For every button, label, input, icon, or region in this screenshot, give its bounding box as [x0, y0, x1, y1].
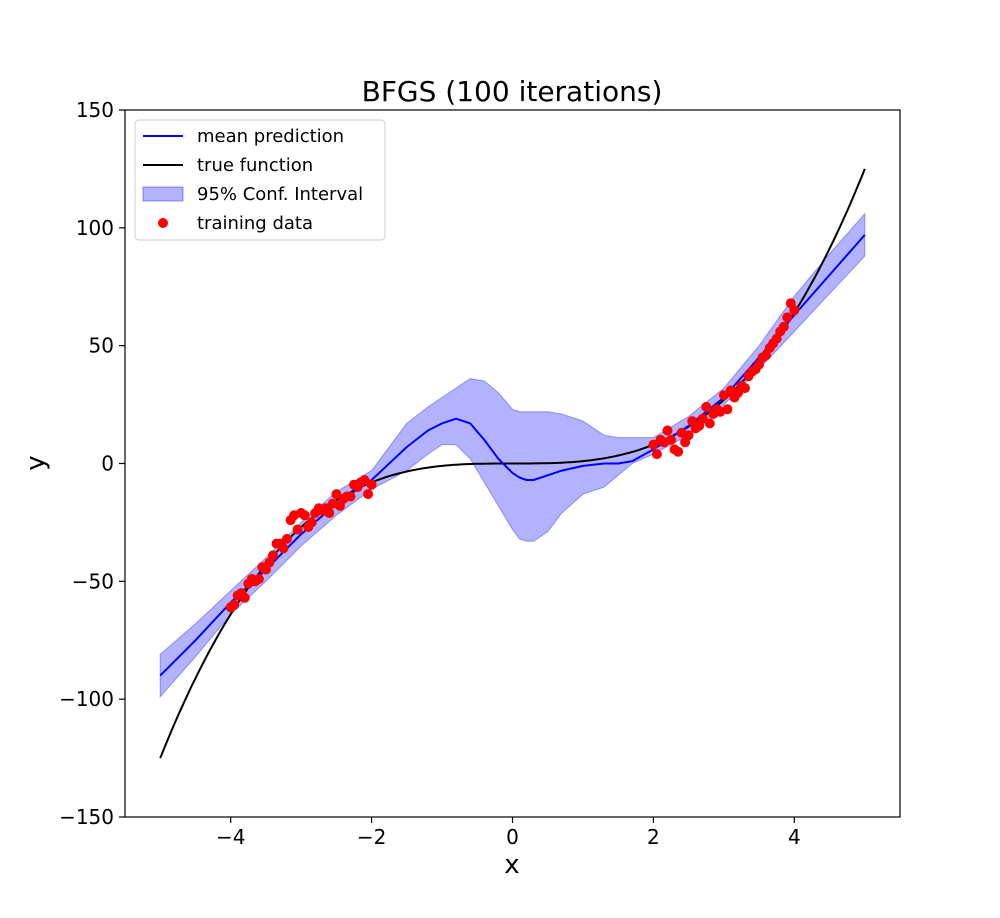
- training-data-point: [292, 524, 303, 535]
- legend-swatch-patch: [142, 186, 184, 202]
- y-axis-label: y: [21, 455, 51, 470]
- training-data-point: [683, 430, 694, 441]
- training-data-point: [306, 517, 317, 528]
- y-tick-label: −50: [72, 569, 114, 593]
- training-data-point: [662, 425, 673, 436]
- y-tick-label: 150: [76, 98, 114, 122]
- training-data-point: [648, 439, 659, 450]
- confidence-band: [159, 212, 866, 699]
- training-data-point: [782, 312, 793, 323]
- training-data-point: [778, 321, 789, 332]
- training-data-point: [239, 592, 250, 603]
- x-tick-label: −2: [357, 825, 386, 849]
- training-data-point: [651, 449, 662, 460]
- plot-area: [159, 168, 866, 759]
- chart-title: BFGS (100 iterations): [362, 75, 663, 108]
- legend-label: true function: [197, 155, 313, 176]
- training-data-point: [331, 489, 342, 500]
- y-tick-label: −150: [59, 805, 114, 829]
- training-data-point: [722, 404, 733, 415]
- training-data-point: [324, 508, 335, 518]
- legend-swatch-marker: [158, 218, 168, 228]
- training-data-point: [704, 418, 715, 429]
- training-data-point: [299, 510, 310, 521]
- training-data-point: [701, 401, 712, 412]
- training-data-point: [253, 574, 264, 584]
- training-data-point: [789, 305, 800, 316]
- x-tick-label: 2: [647, 825, 660, 849]
- x-axis-label: x: [504, 850, 519, 880]
- legend-label: training data: [197, 213, 313, 234]
- legend: mean prediction true function 95% Conf. In…: [134, 119, 386, 241]
- y-tick-label: 50: [89, 334, 114, 358]
- training-data-point: [268, 550, 278, 561]
- training-data-point: [366, 479, 377, 490]
- training-data-point: [278, 543, 289, 554]
- training-data-point: [359, 475, 370, 485]
- y-tick-label: 100: [76, 216, 114, 240]
- training-data-point: [697, 413, 708, 424]
- legend-label: mean prediction: [197, 126, 344, 147]
- axis-ticks: −4 −2 0 2 4 −150 −100 −50 0 50 100 150: [59, 98, 801, 849]
- training-data-point: [229, 599, 240, 610]
- x-tick-label: 0: [506, 825, 519, 849]
- y-tick-label: −100: [59, 687, 114, 711]
- x-tick-label: 4: [788, 825, 801, 849]
- training-data-point: [345, 491, 356, 502]
- training-data-point: [666, 434, 676, 445]
- x-tick-label: −4: [216, 825, 245, 849]
- training-data-point: [363, 489, 374, 500]
- legend-box: [134, 119, 386, 241]
- legend-label: 95% Conf. Interval: [197, 184, 363, 205]
- training-data-point: [282, 533, 292, 544]
- training-data-point: [718, 390, 729, 401]
- training-data-point: [673, 446, 684, 457]
- y-tick-label: 0: [101, 452, 114, 476]
- training-data-point: [740, 383, 750, 394]
